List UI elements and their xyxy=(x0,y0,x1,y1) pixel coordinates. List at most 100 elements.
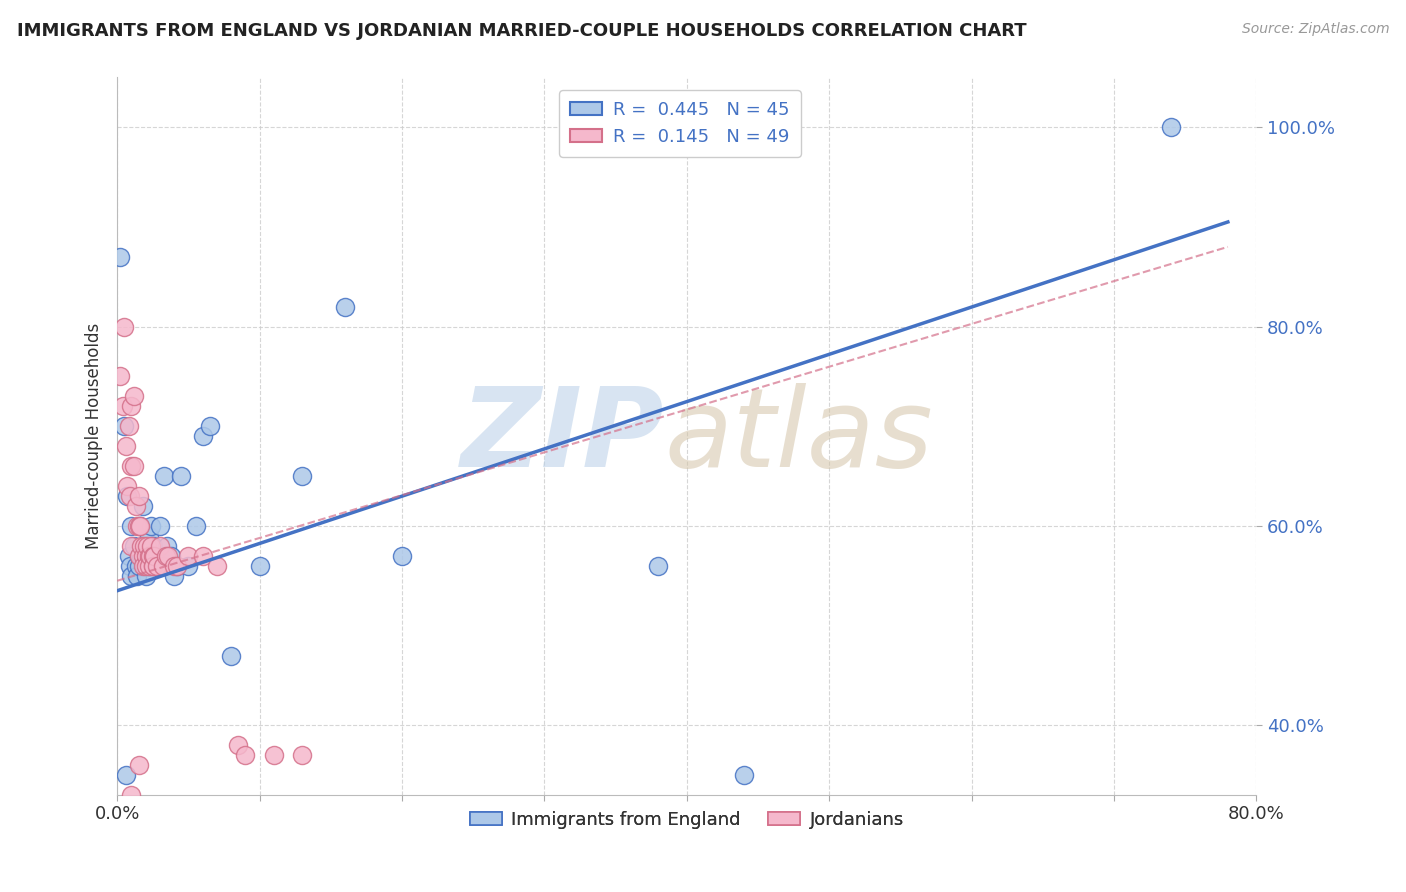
Point xyxy=(128,489,150,503)
Point xyxy=(138,558,160,573)
Point xyxy=(135,549,157,563)
Point xyxy=(124,459,146,474)
Point xyxy=(135,569,157,583)
Point xyxy=(138,529,160,543)
Y-axis label: Married-couple Households: Married-couple Households xyxy=(86,323,103,549)
Point xyxy=(128,549,150,563)
Point xyxy=(205,558,228,573)
Point xyxy=(191,549,214,563)
Point xyxy=(112,319,135,334)
Point xyxy=(112,419,135,434)
Point xyxy=(117,549,139,563)
Point xyxy=(142,558,165,573)
Point xyxy=(108,369,131,384)
Point xyxy=(149,519,172,533)
Point xyxy=(134,558,156,573)
Point xyxy=(166,558,188,573)
Point xyxy=(131,549,153,563)
Point xyxy=(135,549,157,563)
Point xyxy=(132,549,155,563)
Point xyxy=(128,549,150,563)
Point xyxy=(129,519,152,533)
Point xyxy=(134,539,156,553)
Point xyxy=(647,558,669,573)
Point xyxy=(149,539,172,553)
Point xyxy=(226,738,249,752)
Point xyxy=(128,558,150,573)
Point xyxy=(143,549,166,563)
Point xyxy=(163,569,186,583)
Point xyxy=(141,519,163,533)
Text: atlas: atlas xyxy=(664,383,932,490)
Point xyxy=(111,400,134,414)
Point xyxy=(1160,120,1182,135)
Point xyxy=(120,459,142,474)
Point xyxy=(129,519,152,533)
Point xyxy=(177,549,200,563)
Point xyxy=(166,558,188,573)
Point xyxy=(139,549,162,563)
Point xyxy=(249,558,271,573)
Point xyxy=(191,429,214,443)
Point xyxy=(733,768,755,782)
Point xyxy=(233,748,256,763)
Point xyxy=(125,558,148,573)
Point xyxy=(142,539,165,553)
Point xyxy=(152,549,174,563)
Point xyxy=(143,549,166,563)
Point xyxy=(291,469,314,483)
Text: Source: ZipAtlas.com: Source: ZipAtlas.com xyxy=(1241,22,1389,37)
Point xyxy=(142,549,165,563)
Point xyxy=(138,549,160,563)
Point xyxy=(146,558,169,573)
Point xyxy=(198,419,221,434)
Point xyxy=(156,539,179,553)
Point xyxy=(163,558,186,573)
Point xyxy=(391,549,413,563)
Point xyxy=(132,558,155,573)
Point xyxy=(118,489,141,503)
Point xyxy=(146,558,169,573)
Point xyxy=(117,419,139,434)
Point xyxy=(120,788,142,802)
Point xyxy=(132,499,155,513)
Point xyxy=(291,748,314,763)
Point xyxy=(120,569,142,583)
Text: ZIP: ZIP xyxy=(461,383,664,490)
Point xyxy=(118,558,141,573)
Point xyxy=(138,558,160,573)
Point xyxy=(120,400,142,414)
Point xyxy=(108,250,131,264)
Point xyxy=(157,549,180,563)
Point xyxy=(219,648,242,663)
Text: IMMIGRANTS FROM ENGLAND VS JORDANIAN MARRIED-COUPLE HOUSEHOLDS CORRELATION CHART: IMMIGRANTS FROM ENGLAND VS JORDANIAN MAR… xyxy=(17,22,1026,40)
Point xyxy=(160,549,183,563)
Point xyxy=(170,469,193,483)
Point xyxy=(120,519,142,533)
Point xyxy=(153,469,176,483)
Point xyxy=(125,499,148,513)
Point xyxy=(152,558,174,573)
Point xyxy=(135,558,157,573)
Point xyxy=(177,558,200,573)
Point xyxy=(263,748,285,763)
Point xyxy=(128,758,150,772)
Point xyxy=(136,539,159,553)
Point xyxy=(114,439,136,453)
Legend: Immigrants from England, Jordanians: Immigrants from England, Jordanians xyxy=(463,804,911,837)
Point xyxy=(184,519,207,533)
Point xyxy=(115,489,138,503)
Point xyxy=(124,539,146,553)
Point xyxy=(333,300,356,314)
Point xyxy=(124,389,146,403)
Point xyxy=(141,539,163,553)
Point xyxy=(120,539,142,553)
Point xyxy=(128,519,150,533)
Point xyxy=(127,569,149,583)
Point xyxy=(127,519,149,533)
Point xyxy=(155,549,177,563)
Point xyxy=(114,768,136,782)
Point xyxy=(131,539,153,553)
Point xyxy=(142,558,165,573)
Point xyxy=(115,479,138,493)
